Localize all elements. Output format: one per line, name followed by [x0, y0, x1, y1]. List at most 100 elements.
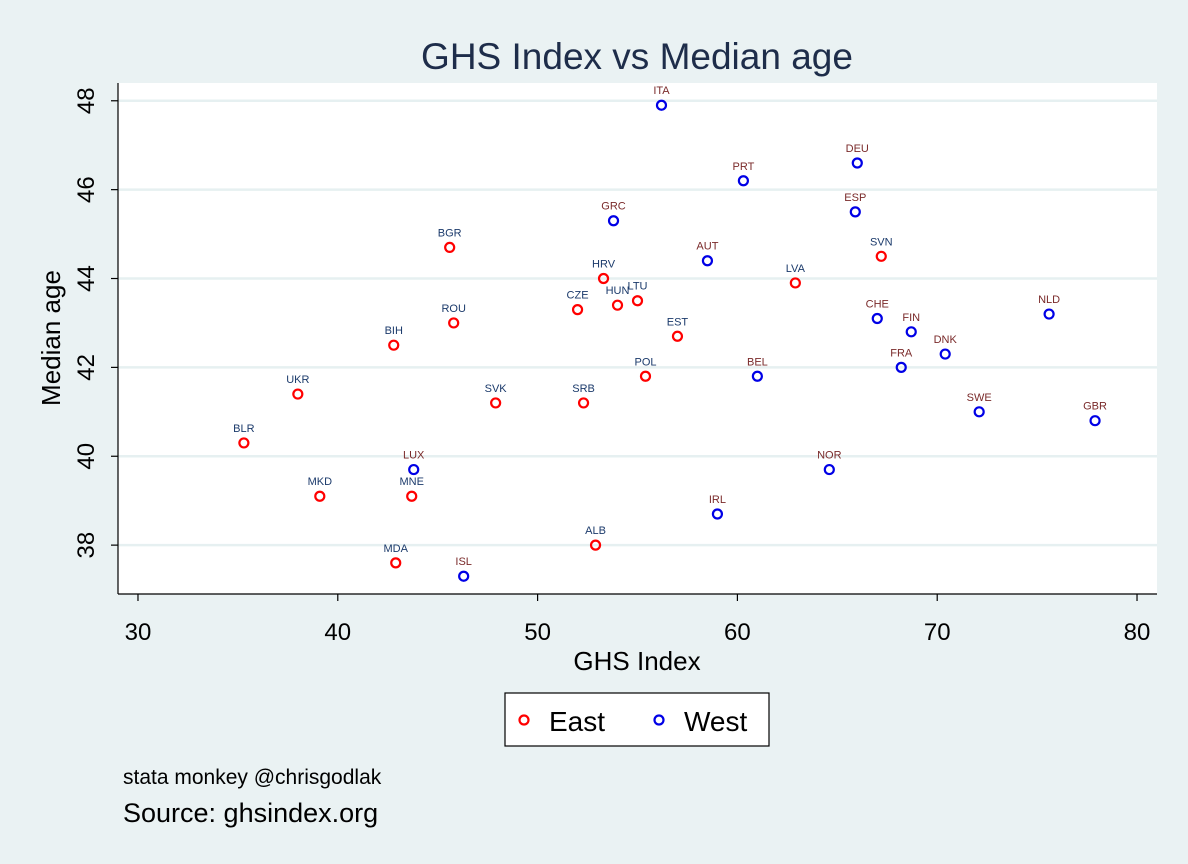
point-east	[631, 295, 644, 307]
point-label: CHE	[866, 299, 889, 311]
point-west	[1089, 415, 1101, 427]
point-west	[849, 206, 861, 218]
point-label: LUX	[403, 450, 425, 462]
x-tick-label: 60	[724, 619, 751, 646]
point-west	[607, 215, 620, 227]
point-west	[973, 406, 985, 418]
point-label: BIH	[385, 325, 403, 337]
legend: East West	[504, 692, 770, 747]
point-label: EST	[667, 316, 689, 328]
point-label: ESP	[844, 192, 866, 204]
point-east	[314, 490, 326, 502]
legend-east-marker	[518, 714, 530, 726]
point-label: LVA	[786, 263, 806, 275]
point-east	[671, 330, 684, 342]
point-label: SWE	[967, 392, 992, 404]
x-tick-label: 40	[324, 619, 351, 646]
point-east	[448, 317, 460, 329]
legend-east-label: East	[549, 706, 605, 737]
point-label: MDA	[384, 543, 409, 555]
point-east	[589, 539, 602, 551]
point-label: CZE	[567, 290, 589, 302]
x-tick-label: 30	[125, 619, 152, 646]
point-east	[611, 299, 624, 311]
point-label: FIN	[902, 312, 920, 324]
point-label: BLR	[233, 423, 254, 435]
point-west	[458, 570, 470, 582]
y-tick-label: 38	[73, 532, 100, 559]
point-west	[711, 508, 724, 520]
series-west: ITA PRT DEU ESP GRC AUT CHE FIN DNK FRA NLD BEL SWE G…	[403, 85, 1107, 582]
y-axis-title: Median age	[36, 270, 66, 406]
point-label: DNK	[934, 334, 958, 346]
point-east	[292, 388, 304, 400]
point-label: NLD	[1038, 294, 1060, 306]
legend-west-marker	[653, 714, 665, 726]
point-label: ISL	[455, 556, 472, 568]
point-label: BEL	[747, 356, 768, 368]
point-west	[905, 326, 917, 338]
point-label: BGR	[438, 227, 462, 239]
point-label: GRC	[601, 201, 626, 213]
point-east	[238, 437, 250, 449]
point-west	[823, 463, 835, 476]
point-label: FRA	[890, 347, 913, 359]
point-west	[1043, 308, 1055, 320]
y-tick-label: 42	[73, 354, 100, 381]
x-tick-label: 70	[924, 619, 951, 646]
point-east	[490, 397, 502, 409]
legend-west-label: West	[684, 706, 747, 737]
point-east	[406, 490, 418, 502]
point-label: NOR	[817, 450, 842, 462]
x-tick-label: 80	[1124, 619, 1151, 646]
point-east	[639, 370, 652, 382]
y-tick-label: 46	[73, 176, 100, 203]
point-label: ITA	[653, 85, 670, 97]
legend-box	[504, 692, 770, 747]
point-east	[390, 557, 402, 569]
point-label: PRT	[732, 161, 754, 173]
y-tick-label: 40	[73, 443, 100, 470]
plot-area	[118, 83, 1157, 594]
point-east	[388, 339, 400, 351]
point-east	[577, 397, 590, 409]
point-east	[875, 250, 887, 262]
chart-title: GHS Index vs Median age	[421, 36, 853, 77]
point-east	[789, 277, 801, 289]
point-label: AUT	[696, 241, 718, 253]
point-label: MKD	[308, 476, 333, 488]
point-east	[444, 241, 456, 254]
data-series: BGR ROU BIH UKR BLR MKD MNE MDA SVK SRB ALB CZE HRV H…	[233, 85, 1107, 582]
point-label: HUN	[606, 285, 630, 297]
point-west	[851, 157, 863, 169]
point-label: ROU	[441, 303, 466, 315]
point-label: HRV	[592, 259, 616, 271]
point-label: MNE	[399, 476, 423, 488]
point-west	[895, 361, 907, 373]
x-tick-label: 50	[524, 619, 551, 646]
chart-caption: Source: ghsindex.org	[123, 798, 378, 828]
point-west	[871, 312, 883, 325]
point-label: POL	[634, 356, 656, 368]
point-west	[408, 463, 420, 476]
point-label: UKR	[286, 374, 309, 386]
series-east: BGR ROU BIH UKR BLR MKD MNE MDA SVK SRB ALB CZE HRV H…	[233, 227, 893, 569]
y-tick-label: 48	[73, 87, 100, 114]
point-label: ALB	[585, 525, 606, 537]
point-label: GBR	[1083, 401, 1107, 413]
x-axis-title: GHS Index	[573, 646, 700, 676]
chart-note: stata monkey @chrisgodlak	[123, 766, 382, 789]
grid	[118, 99, 1157, 547]
point-east	[597, 272, 610, 285]
point-label: DEU	[846, 143, 869, 155]
point-east	[571, 304, 584, 316]
point-west	[751, 370, 763, 382]
point-label: SVN	[870, 236, 893, 248]
ticks: 38 40 42 44 46 48 30 40 50 60 70 80	[73, 87, 1150, 646]
point-west	[655, 99, 668, 111]
point-west	[939, 348, 951, 360]
point-west	[737, 175, 749, 187]
y-tick-label: 44	[73, 265, 100, 292]
point-label: SRB	[572, 383, 595, 395]
